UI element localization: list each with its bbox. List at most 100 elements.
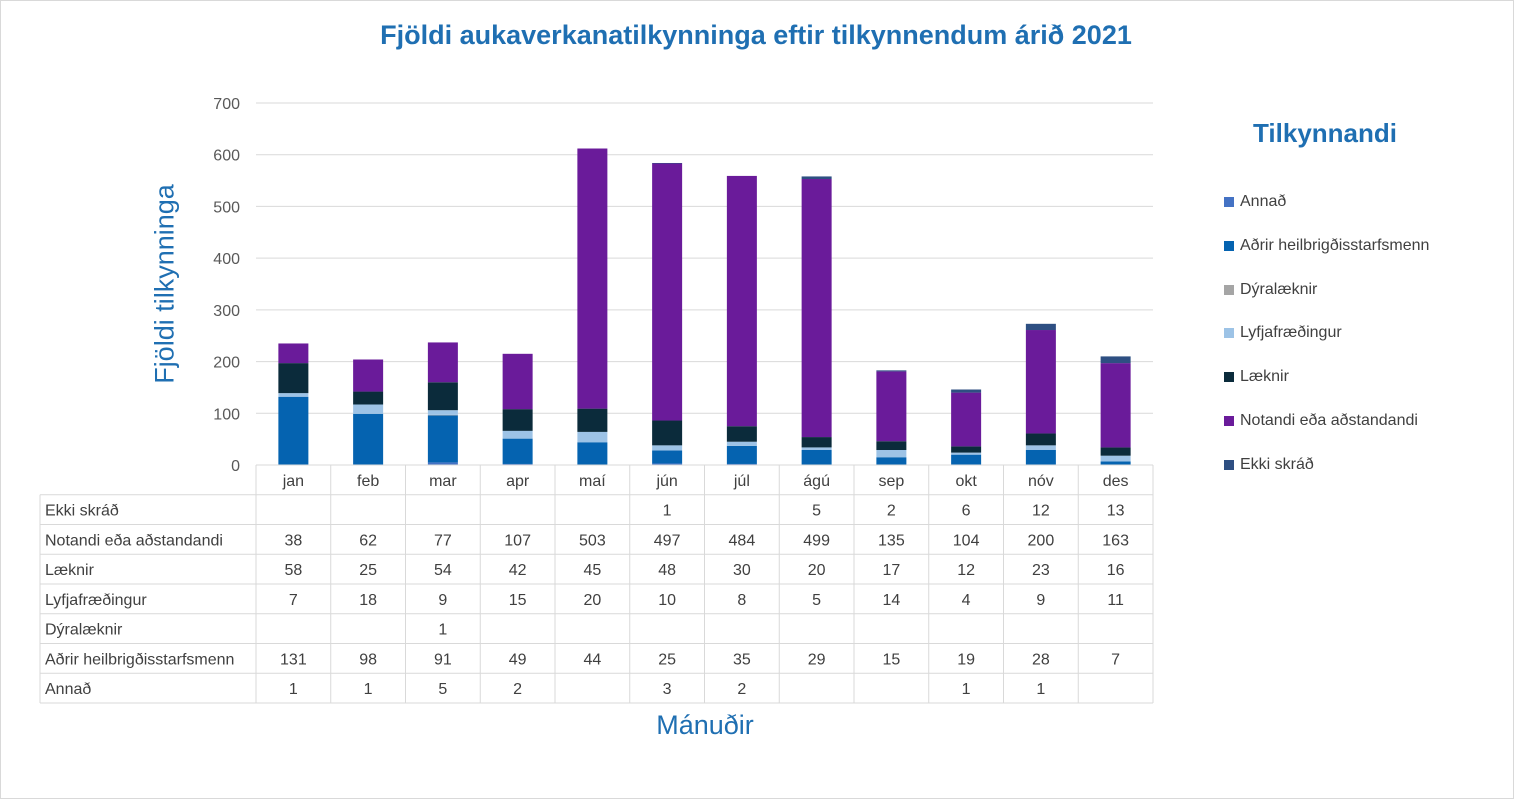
x-tick-label: des (1103, 473, 1129, 490)
y-tick-label: 700 (213, 96, 240, 113)
bar-segment (652, 445, 683, 451)
bar-segment (1100, 356, 1131, 364)
bar-segment (1100, 461, 1131, 465)
data-label: 200 (1028, 532, 1055, 549)
data-label: 1 (438, 622, 447, 639)
bar-segment (951, 454, 982, 465)
data-label: 45 (583, 562, 601, 579)
legend-swatch (1224, 328, 1234, 339)
bar-segment (726, 445, 757, 464)
table-row-label: Aðrir heilbrigðisstarfsmenn (45, 651, 234, 668)
bar-segment (951, 389, 982, 393)
x-tick-label: sep (878, 473, 904, 490)
x-tick-label: nóv (1028, 473, 1054, 490)
data-label: 48 (658, 562, 676, 579)
data-label: 58 (284, 562, 302, 579)
x-tick-label: maí (579, 473, 606, 490)
legend-swatch (1224, 459, 1234, 470)
data-label: 42 (509, 562, 527, 579)
data-label: 91 (434, 651, 452, 668)
bar-segment (502, 463, 533, 465)
legend-item: Læknir (1224, 365, 1289, 389)
x-tick-label: jan (282, 473, 304, 490)
data-label: 11 (1107, 592, 1124, 609)
bar-segment (652, 163, 683, 421)
data-label: 38 (284, 532, 302, 549)
data-label: 10 (658, 592, 676, 609)
bar-segment (1025, 433, 1056, 446)
legend-item: Dýralæknir (1224, 278, 1317, 302)
bar-segment (1025, 445, 1056, 451)
data-label: 77 (434, 532, 452, 549)
data-label: 23 (1032, 562, 1050, 579)
bar-segment (427, 414, 458, 416)
bar-segment (427, 410, 458, 415)
data-label: 30 (733, 562, 751, 579)
data-label: 13 (1107, 503, 1125, 520)
data-label: 98 (359, 651, 377, 668)
x-tick-label: apr (506, 473, 530, 490)
data-label: 25 (658, 651, 676, 668)
bar-segment (1100, 447, 1131, 456)
y-tick-label: 0 (231, 458, 240, 475)
bar-segment (577, 431, 608, 443)
x-tick-label: feb (357, 473, 379, 490)
x-tick-label: okt (955, 473, 977, 490)
data-label: 14 (882, 592, 900, 609)
data-label: 2 (887, 503, 896, 520)
legend-swatch (1224, 240, 1234, 251)
bar-segment (801, 447, 832, 451)
bar-segment (278, 343, 309, 364)
y-tick-label: 500 (213, 199, 240, 216)
legend-label: Lyfjafræðingur (1240, 324, 1342, 342)
data-label: 15 (882, 651, 900, 668)
legend-item: Lyfjafræðingur (1224, 321, 1342, 345)
bar-segment (502, 353, 533, 410)
bar-segment (278, 396, 309, 465)
bar-segment (278, 393, 309, 397)
data-label: 8 (737, 592, 746, 609)
legend-swatch (1224, 284, 1234, 295)
bar-segment (427, 415, 458, 463)
legend-label: Notandi eða aðstandandi (1240, 412, 1418, 429)
bar-segment (353, 413, 384, 465)
data-label: 5 (812, 503, 821, 520)
bar-segment (726, 426, 757, 442)
bar-segment (577, 148, 608, 409)
legend-label: Ekki skráð (1240, 455, 1314, 473)
bar-segment (577, 408, 608, 432)
y-ticks: 0 100 200 300 400 500 600 700 (213, 96, 240, 475)
data-label: 1 (364, 681, 373, 698)
table-row-label: Lyfjafræðingur (45, 592, 147, 609)
bar-segment (278, 363, 309, 394)
data-label: 19 (957, 651, 975, 668)
data-label: 499 (803, 532, 830, 549)
bar-segment (801, 176, 832, 180)
y-tick-label: 300 (213, 303, 240, 320)
legend-swatch (1224, 416, 1234, 426)
data-label: 28 (1032, 651, 1050, 668)
data-label: 15 (509, 592, 527, 609)
data-label: 5 (812, 592, 821, 609)
bar-segment (726, 463, 757, 465)
data-table: jan feb mar apr maí jún júl ágú sep okt nóv des Ekki… (39, 464, 1154, 704)
chart-title: Fjöldi aukaverkanatilkynninga eftir tilk… (380, 20, 1132, 50)
data-label: 135 (878, 532, 905, 549)
bar-segment (427, 342, 458, 383)
data-label: 12 (957, 562, 975, 579)
data-label: 5 (438, 681, 447, 698)
data-label: 3 (663, 681, 672, 698)
data-label: 1 (1036, 681, 1045, 698)
legend-item: Annað (1224, 190, 1286, 214)
bar-segment (876, 457, 907, 465)
legend-label: Læknir (1240, 368, 1289, 386)
bar-segment (876, 370, 907, 372)
y-tick-label: 200 (213, 355, 240, 372)
bar-segment (652, 463, 683, 465)
data-label: 497 (654, 532, 681, 549)
bar-segment (502, 430, 533, 439)
data-label: 4 (962, 592, 971, 609)
legend-item: Aðrir heilbrigðisstarfsmenn (1224, 234, 1429, 258)
